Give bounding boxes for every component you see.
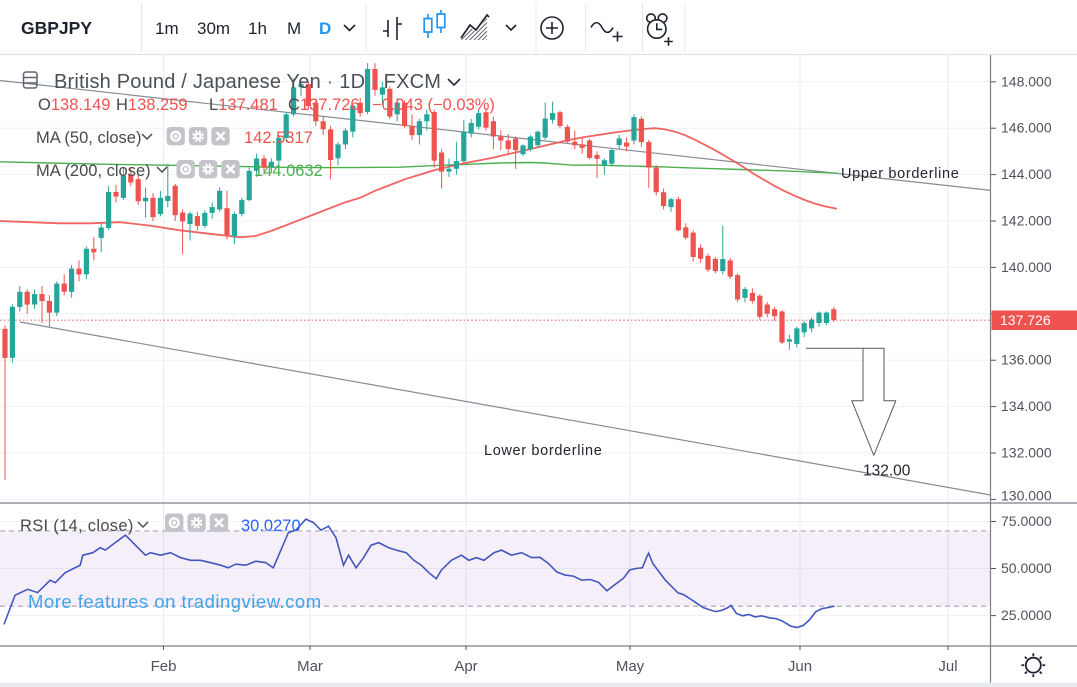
svg-text:Jun: Jun	[788, 658, 812, 675]
svg-text:142.000: 142.000	[1001, 213, 1052, 229]
svg-text:134.000: 134.000	[1001, 398, 1052, 414]
svg-text:British Pound / Japanese Yen ·: British Pound / Japanese Yen · 1D · FXCM	[54, 71, 441, 93]
svg-text:More features on tradingview.c: More features on tradingview.com	[28, 591, 322, 612]
svg-text:Apr: Apr	[454, 658, 477, 675]
svg-text:140.000: 140.000	[1001, 259, 1052, 275]
svg-text:May: May	[616, 658, 645, 675]
svg-text:144.000: 144.000	[1001, 166, 1052, 182]
svg-text:30m: 30m	[197, 19, 230, 38]
svg-text:RSI (14, close): RSI (14, close)	[20, 517, 134, 535]
svg-text:132.00: 132.00	[863, 463, 911, 480]
svg-text:148.000: 148.000	[1001, 73, 1052, 89]
svg-text:136.000: 136.000	[1001, 352, 1052, 368]
svg-text:MA (50, close): MA (50, close)	[36, 129, 141, 147]
svg-text:144.0632: 144.0632	[254, 162, 323, 180]
svg-text:Lower borderline: Lower borderline	[484, 443, 602, 459]
svg-text:Jul: Jul	[938, 658, 957, 675]
svg-text:MA (200, close): MA (200, close)	[36, 162, 151, 180]
svg-text:132.000: 132.000	[1001, 445, 1052, 461]
svg-text:142.5317: 142.5317	[244, 129, 313, 147]
svg-text:130.000: 130.000	[1001, 487, 1052, 503]
svg-text:M: M	[287, 19, 301, 38]
svg-text:25.0000: 25.0000	[1001, 607, 1052, 623]
svg-text:1m: 1m	[155, 19, 179, 38]
svg-text:30.0270: 30.0270	[241, 517, 301, 535]
svg-text:Feb: Feb	[151, 658, 177, 675]
svg-text:137.726: 137.726	[1000, 312, 1051, 328]
svg-text:GBPJPY: GBPJPY	[21, 18, 92, 38]
svg-text:75.0000: 75.0000	[1001, 513, 1052, 529]
svg-text:Upper borderline: Upper borderline	[841, 166, 959, 182]
svg-text:D: D	[319, 19, 331, 38]
svg-text:1h: 1h	[248, 19, 267, 38]
svg-text:146.000: 146.000	[1001, 120, 1052, 136]
svg-text:Mar: Mar	[297, 658, 323, 675]
svg-text:50.0000: 50.0000	[1001, 560, 1052, 576]
